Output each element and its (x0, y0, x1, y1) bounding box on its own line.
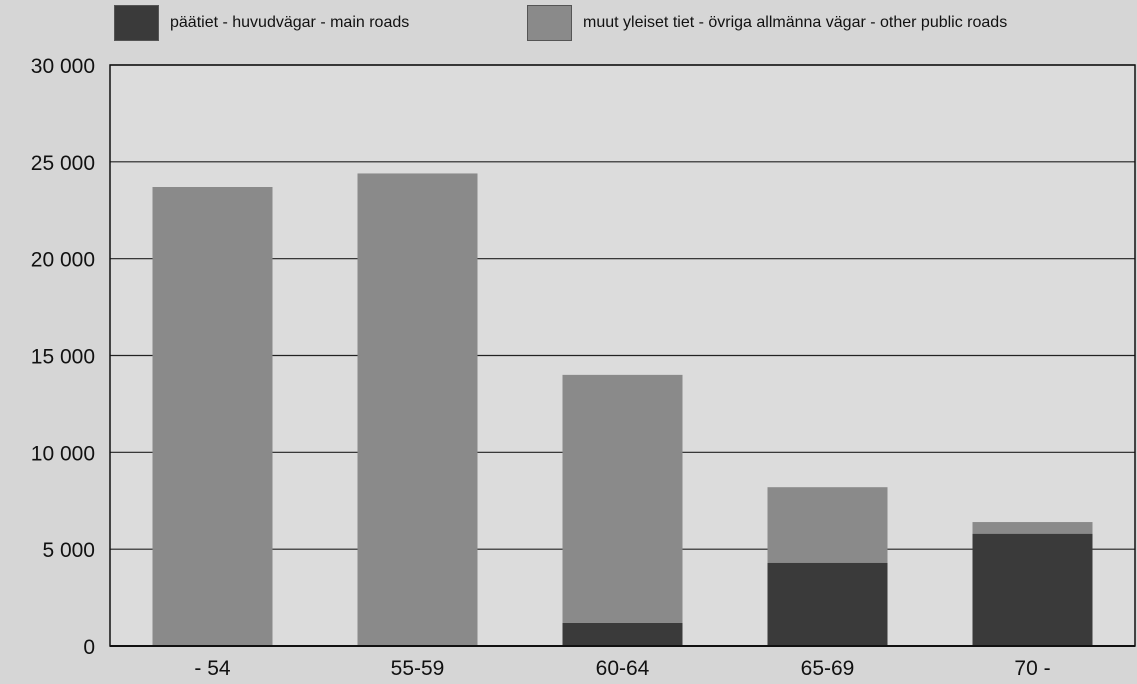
x-tick-label: 70 - (1014, 657, 1050, 680)
y-tick-label: 0 (83, 636, 95, 659)
legend-label-other-public-roads: muut yleiset tiet - övriga allmänna väga… (583, 14, 1008, 31)
y-tick-label: 15 000 (31, 346, 95, 369)
x-tick-label: 55-59 (391, 657, 445, 680)
legend-swatch-main-roads (114, 5, 159, 41)
legend-swatch-other-public-roads (527, 5, 572, 41)
bar-segment-other-public-roads (972, 522, 1093, 534)
bar-segment-main-roads (767, 562, 888, 646)
bar-segment-other-public-roads (152, 187, 273, 646)
legend-item-other-public-roads: muut yleiset tiet - övriga allmänna väga… (527, 5, 1008, 41)
bar-segment-other-public-roads (357, 173, 478, 646)
bar-segment-main-roads (972, 533, 1093, 646)
legend-item-main-roads: päätiet - huvudvägar - main roads (114, 5, 410, 41)
legend-label-main-roads: päätiet - huvudvägar - main roads (170, 14, 410, 31)
y-tick-label: 20 000 (31, 249, 95, 272)
y-tick-label: 30 000 (31, 55, 95, 78)
x-tick-label: 65-69 (801, 657, 855, 680)
bar-segment-main-roads (562, 622, 683, 646)
bar-segment-other-public-roads (767, 487, 888, 563)
x-tick-label: 60-64 (596, 657, 650, 680)
y-tick-label: 25 000 (31, 152, 95, 175)
y-tick-label: 10 000 (31, 442, 95, 465)
y-tick-label: 5 000 (42, 539, 95, 562)
x-tick-label: - 54 (194, 657, 231, 680)
bar-segment-other-public-roads (562, 374, 683, 623)
